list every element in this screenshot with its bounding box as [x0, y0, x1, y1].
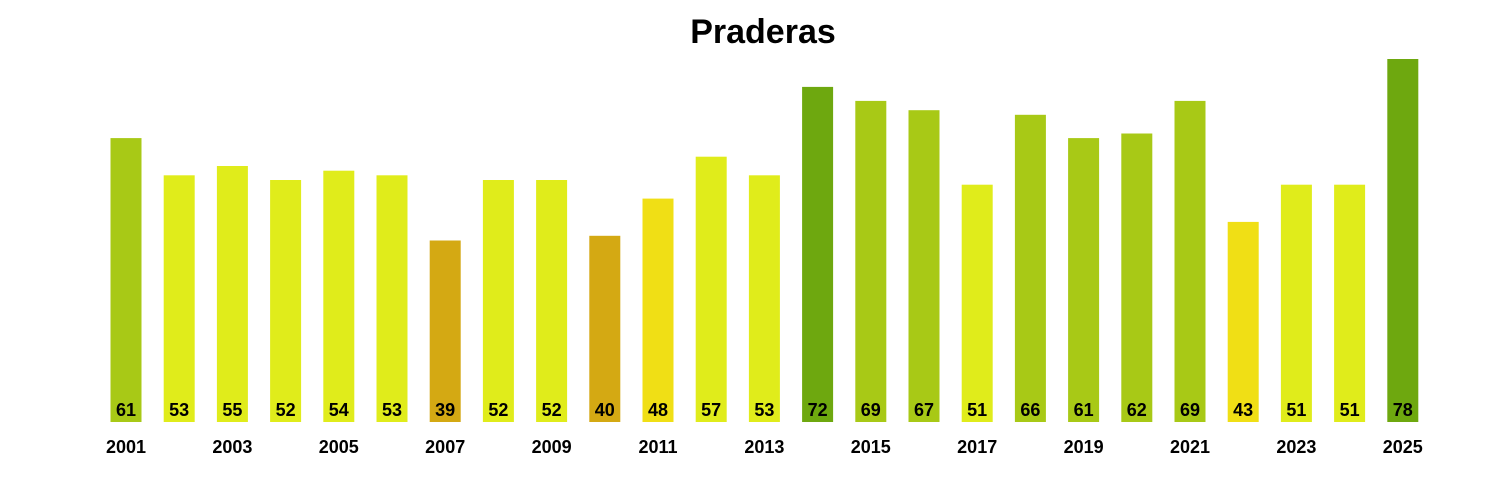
bar-2002 [163, 175, 195, 422]
value-label-2015: 69 [861, 400, 881, 420]
value-label-2025: 78 [1393, 400, 1413, 420]
value-label-2017: 51 [967, 400, 987, 420]
bar-2007 [429, 240, 461, 422]
bar-2011 [642, 198, 674, 422]
bar-2009 [536, 180, 568, 422]
x-tick-label-2019: 2019 [1064, 437, 1104, 457]
value-label-2016: 67 [914, 400, 934, 420]
x-tick-label-2003: 2003 [212, 437, 252, 457]
bar-2021 [1174, 100, 1206, 423]
bar-2003 [216, 166, 248, 422]
value-label-2007: 39 [435, 400, 455, 420]
bar-2025 [1387, 59, 1419, 422]
value-label-2010: 40 [595, 400, 615, 420]
value-label-2005: 54 [329, 400, 349, 420]
value-label-2024: 51 [1340, 400, 1360, 420]
value-label-2001: 61 [116, 400, 136, 420]
bar-2014 [802, 86, 834, 423]
chart-title: Praderas [690, 13, 836, 51]
value-label-2014: 72 [808, 400, 828, 420]
x-tick-label-2009: 2009 [532, 437, 572, 457]
value-label-2021: 69 [1180, 400, 1200, 420]
bar-2010 [589, 235, 621, 422]
x-tick-label-2025: 2025 [1383, 437, 1423, 457]
value-label-2022: 43 [1233, 400, 1253, 420]
bar-2013 [748, 175, 780, 422]
bar-2005 [323, 170, 355, 422]
bar-2019 [1068, 138, 1100, 422]
bar-2024 [1334, 184, 1366, 422]
bar-2015 [855, 100, 887, 423]
bar-2012 [695, 156, 727, 422]
value-labels-group: 61 53 55 52 54 53 39 52 52 40 48 57 53 72 69 67 51 66 61 62… [116, 400, 1413, 420]
bar-2017 [961, 184, 993, 422]
bars-group [110, 59, 1419, 423]
x-tick-label-2001: 2001 [106, 437, 146, 457]
x-tick-label-2005: 2005 [319, 437, 359, 457]
x-tick-label-2023: 2023 [1276, 437, 1316, 457]
x-tick-label-2011: 2011 [638, 437, 677, 457]
bar-2020 [1121, 133, 1153, 422]
value-label-2020: 62 [1127, 400, 1147, 420]
bar-2001 [110, 138, 142, 422]
bar-2004 [270, 180, 302, 422]
value-label-2018: 66 [1020, 400, 1040, 420]
value-label-2012: 57 [701, 400, 721, 420]
value-label-2002: 53 [169, 400, 189, 420]
bar-2018 [1014, 114, 1046, 423]
value-label-2013: 53 [754, 400, 774, 420]
value-label-2003: 55 [222, 400, 242, 420]
x-tick-label-2007: 2007 [425, 437, 465, 457]
value-label-2023: 51 [1286, 400, 1306, 420]
bar-2006 [376, 175, 408, 422]
bar-2022 [1227, 221, 1259, 422]
bar-2016 [908, 110, 940, 422]
x-axis-ticks: 2001 2003 2005 2007 2009 2011 2013 2015 2017 2019… [106, 437, 1423, 457]
x-tick-label-2015: 2015 [851, 437, 891, 457]
x-tick-label-2013: 2013 [744, 437, 784, 457]
value-label-2009: 52 [542, 400, 562, 420]
value-label-2006: 53 [382, 400, 402, 420]
x-tick-label-2017: 2017 [957, 437, 997, 457]
x-tick-label-2021: 2021 [1170, 437, 1210, 457]
value-label-2011: 48 [648, 400, 668, 420]
value-label-2019: 61 [1074, 400, 1094, 420]
value-label-2008: 52 [488, 400, 508, 420]
bar-2023 [1280, 184, 1312, 422]
bar-2008 [482, 180, 514, 422]
value-label-2004: 52 [276, 400, 296, 420]
